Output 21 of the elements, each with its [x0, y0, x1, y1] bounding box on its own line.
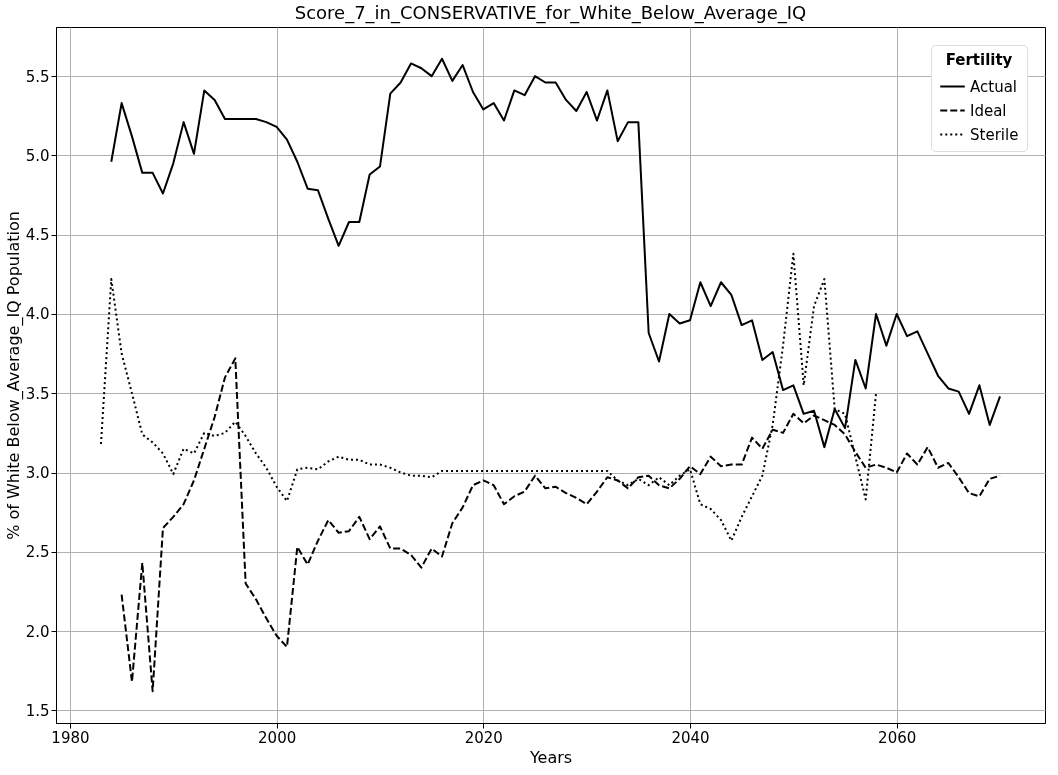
y-tick-label: 5.0: [25, 146, 50, 165]
y-tick-label: 2.0: [25, 622, 50, 641]
legend-label: Actual: [970, 77, 1017, 96]
y-tick-label: 3.5: [25, 384, 50, 403]
x-tick-label: 2040: [671, 728, 710, 747]
x-axis-title: Years: [528, 747, 573, 767]
legend-label: Ideal: [970, 101, 1007, 120]
legend-label: Sterile: [970, 125, 1019, 144]
y-tick-label: 5.5: [25, 67, 50, 86]
x-tick-label: 1980: [51, 728, 90, 747]
y-axis-title: % of White Below_Average_IQ Population: [3, 211, 24, 540]
x-tick-label: 2020: [464, 728, 503, 747]
y-tick-label: 3.0: [25, 464, 50, 482]
chart-title: Score_7_in_CONSERVATIVE_for_White_Below_Average_IQ: [294, 2, 807, 24]
legend-title: Fertility: [945, 51, 1013, 69]
y-tick-label: 4.5: [25, 226, 50, 245]
y-tick-label: 4.0: [25, 305, 50, 324]
x-tick-label: 2060: [878, 728, 917, 747]
x-tick-label: 2000: [258, 728, 297, 747]
y-tick-label: 1.5: [25, 701, 50, 720]
y-tick-label: 2.5: [25, 543, 50, 562]
